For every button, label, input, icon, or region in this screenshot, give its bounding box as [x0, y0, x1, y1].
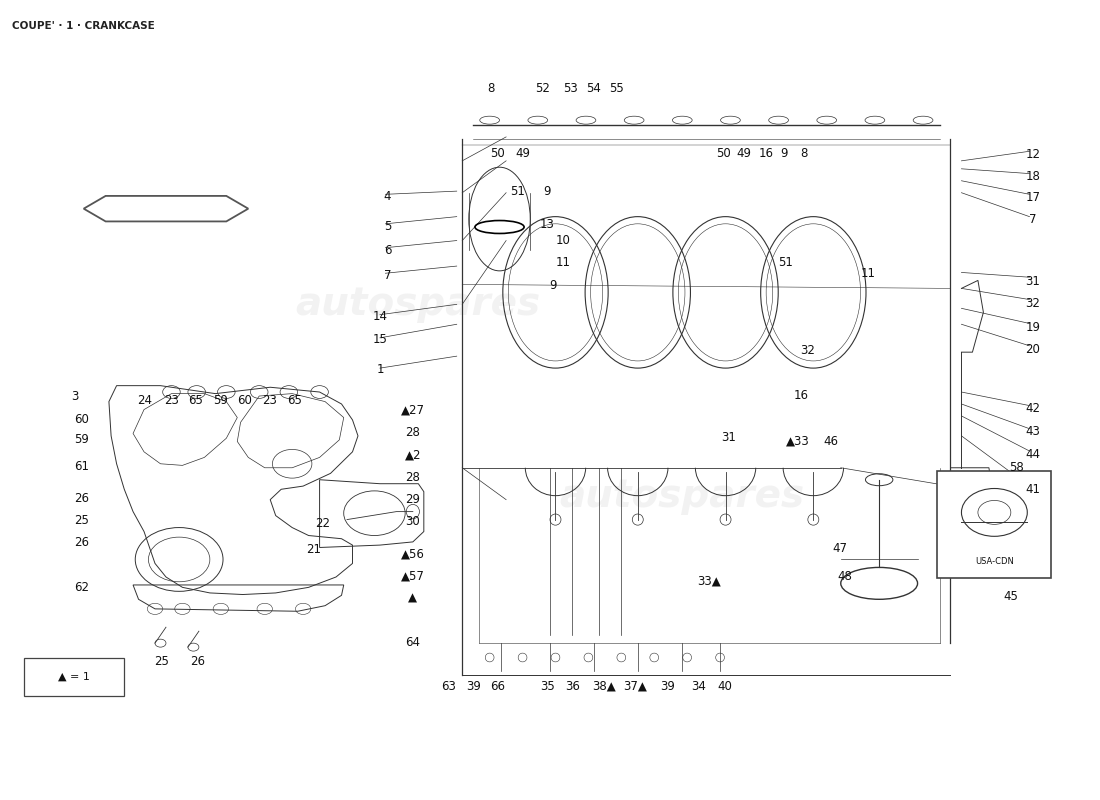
Text: 21: 21 — [307, 543, 321, 556]
Text: 47: 47 — [833, 542, 847, 554]
Text: 29: 29 — [405, 493, 420, 506]
Text: 16: 16 — [759, 147, 773, 160]
Text: 53: 53 — [563, 82, 579, 94]
Text: 8: 8 — [800, 147, 807, 160]
Text: 59: 59 — [213, 394, 229, 407]
Text: 7: 7 — [384, 269, 392, 282]
Text: 25: 25 — [74, 514, 89, 527]
Text: 15: 15 — [373, 333, 387, 346]
Text: 8: 8 — [487, 82, 494, 94]
Text: 28: 28 — [406, 426, 420, 439]
Text: 9: 9 — [550, 279, 557, 293]
Text: 39: 39 — [660, 680, 674, 693]
Text: 34: 34 — [691, 680, 705, 693]
Text: 49: 49 — [515, 147, 530, 160]
Text: autospares: autospares — [296, 286, 541, 323]
Text: 32: 32 — [801, 344, 815, 357]
Text: 26: 26 — [74, 491, 89, 505]
Text: 26: 26 — [74, 536, 89, 550]
Text: 23: 23 — [262, 394, 276, 407]
Text: 31: 31 — [722, 431, 736, 444]
Text: 51: 51 — [779, 256, 793, 270]
Text: 43: 43 — [1025, 426, 1041, 438]
Text: 51: 51 — [509, 185, 525, 198]
Text: 1: 1 — [376, 363, 384, 376]
Text: 5: 5 — [384, 220, 392, 233]
Text: 18: 18 — [1025, 170, 1041, 183]
Text: 23: 23 — [164, 394, 179, 407]
Text: 48: 48 — [838, 570, 853, 582]
Text: 13: 13 — [539, 218, 554, 231]
Text: 4: 4 — [384, 190, 392, 203]
Text: 20: 20 — [1025, 343, 1041, 356]
Text: 40: 40 — [717, 680, 732, 693]
Text: 11: 11 — [860, 266, 876, 280]
Text: 6: 6 — [384, 244, 392, 257]
Text: 28: 28 — [406, 471, 420, 484]
Text: 14: 14 — [373, 310, 387, 322]
Text: 42: 42 — [1025, 402, 1041, 415]
Text: 52: 52 — [535, 82, 550, 94]
Text: ▲27: ▲27 — [400, 404, 425, 417]
Text: 62: 62 — [74, 581, 89, 594]
Text: 25: 25 — [154, 655, 169, 668]
Text: ▲2: ▲2 — [405, 449, 421, 462]
Text: 66: 66 — [490, 680, 505, 693]
Text: 37▲: 37▲ — [624, 680, 648, 693]
Text: 58: 58 — [1009, 462, 1024, 474]
Text: 65: 65 — [188, 394, 204, 407]
Text: 10: 10 — [556, 234, 571, 247]
Text: 49: 49 — [737, 147, 751, 160]
Text: 38▲: 38▲ — [592, 680, 616, 693]
Text: 30: 30 — [406, 515, 420, 529]
Text: 16: 16 — [794, 389, 808, 402]
Text: 61: 61 — [74, 460, 89, 473]
Text: autospares: autospares — [559, 477, 804, 514]
Text: 39: 39 — [465, 680, 481, 693]
Text: 35: 35 — [540, 680, 556, 693]
Text: 55: 55 — [609, 82, 625, 94]
Text: 11: 11 — [556, 255, 571, 269]
Text: ▲33: ▲33 — [786, 435, 810, 448]
Text: 41: 41 — [1025, 482, 1041, 496]
Text: 64: 64 — [405, 636, 420, 649]
Text: COUPE' · 1 · CRANKCASE: COUPE' · 1 · CRANKCASE — [12, 22, 155, 31]
Text: 50: 50 — [490, 147, 505, 160]
Text: 50: 50 — [716, 147, 730, 160]
Text: 46: 46 — [824, 435, 838, 448]
Text: 3: 3 — [72, 390, 78, 402]
Text: 22: 22 — [316, 517, 330, 530]
Polygon shape — [84, 196, 249, 222]
Text: 65: 65 — [287, 394, 301, 407]
Text: 32: 32 — [1025, 297, 1041, 310]
Text: ▲57: ▲57 — [400, 570, 425, 582]
Text: 12: 12 — [1025, 148, 1041, 161]
Text: 24: 24 — [138, 394, 153, 407]
Text: 59: 59 — [74, 434, 89, 446]
Text: 19: 19 — [1025, 321, 1041, 334]
Text: 7: 7 — [1028, 214, 1036, 226]
Text: 44: 44 — [1025, 448, 1041, 461]
Text: USA-CDN: USA-CDN — [975, 557, 1014, 566]
FancyBboxPatch shape — [24, 658, 124, 696]
Text: 45: 45 — [1003, 590, 1019, 602]
Text: ▲56: ▲56 — [400, 547, 425, 560]
Text: 63: 63 — [441, 680, 456, 693]
Text: 33▲: 33▲ — [697, 574, 720, 587]
FancyBboxPatch shape — [937, 471, 1052, 578]
Text: 17: 17 — [1025, 191, 1041, 204]
Text: 36: 36 — [565, 680, 581, 693]
Text: 60: 60 — [238, 394, 252, 407]
Text: 9: 9 — [780, 147, 788, 160]
Text: 26: 26 — [190, 655, 206, 668]
Text: ▲ = 1: ▲ = 1 — [58, 672, 90, 682]
Text: 60: 60 — [74, 413, 89, 426]
Text: 31: 31 — [1025, 274, 1041, 288]
Text: 9: 9 — [543, 185, 550, 198]
Text: ▲: ▲ — [408, 592, 417, 605]
Text: 54: 54 — [586, 82, 602, 94]
